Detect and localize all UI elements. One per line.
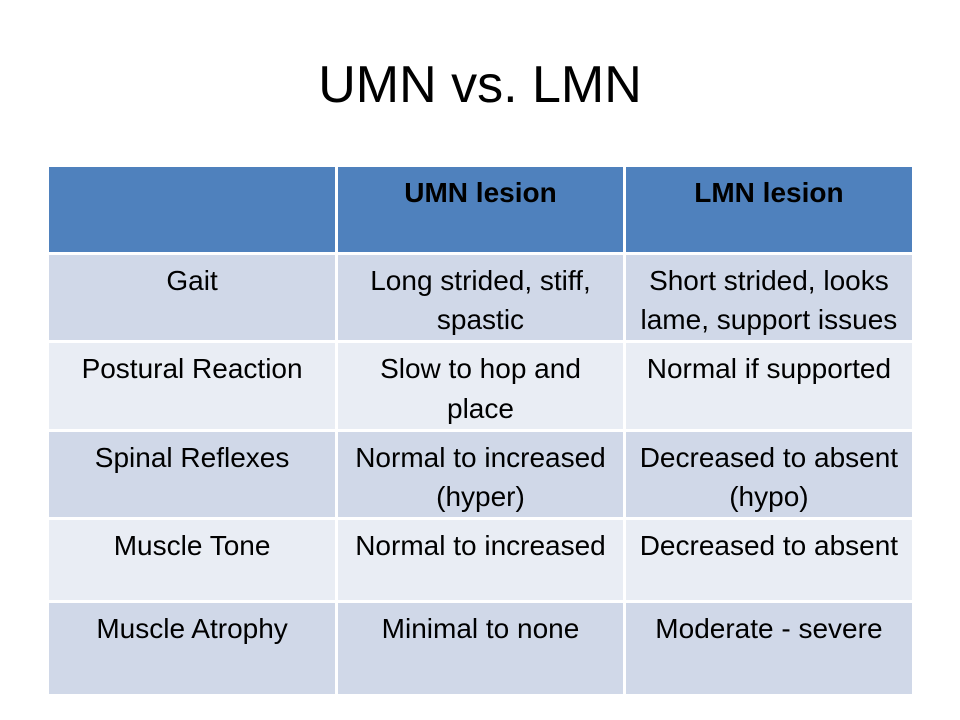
umn-cell: Long strided, stiff, spastic: [335, 251, 626, 343]
row-label: Spinal Reflexes: [47, 428, 339, 520]
row-label: Postural Reaction: [47, 340, 339, 432]
lmn-cell: Decreased to absent: [622, 517, 914, 603]
comparison-table: UMN lesion LMN lesion Gait Long strided,…: [47, 165, 914, 695]
lmn-cell: Normal if supported: [622, 340, 914, 432]
header-cell-empty: [47, 165, 339, 255]
header-row: UMN lesion LMN lesion: [47, 165, 914, 255]
row-label: Gait: [47, 251, 339, 343]
table-row: Muscle Tone Normal to increased Decrease…: [47, 517, 914, 603]
table-row: Postural Reaction Slow to hop and place …: [47, 340, 914, 432]
lmn-cell: Decreased to absent (hypo): [622, 428, 914, 520]
umn-cell: Normal to increased: [335, 517, 626, 603]
header-cell-lmn: LMN lesion: [622, 165, 914, 255]
table-row: Spinal Reflexes Normal to increased (hyp…: [47, 428, 914, 520]
lmn-cell: Moderate - severe: [622, 600, 914, 695]
header-cell-umn: UMN lesion: [335, 165, 626, 255]
table-row: Gait Long strided, stiff, spastic Short …: [47, 251, 914, 343]
lmn-cell: Short strided, looks lame, support issue…: [622, 251, 914, 343]
umn-cell: Slow to hop and place: [335, 340, 626, 432]
umn-cell: Normal to increased (hyper): [335, 428, 626, 520]
table-row: Muscle Atrophy Minimal to none Moderate …: [47, 600, 914, 695]
umn-cell: Minimal to none: [335, 600, 626, 695]
slide-title: UMN vs. LMN: [318, 56, 642, 114]
row-label: Muscle Tone: [47, 517, 339, 603]
row-label: Muscle Atrophy: [47, 600, 339, 695]
